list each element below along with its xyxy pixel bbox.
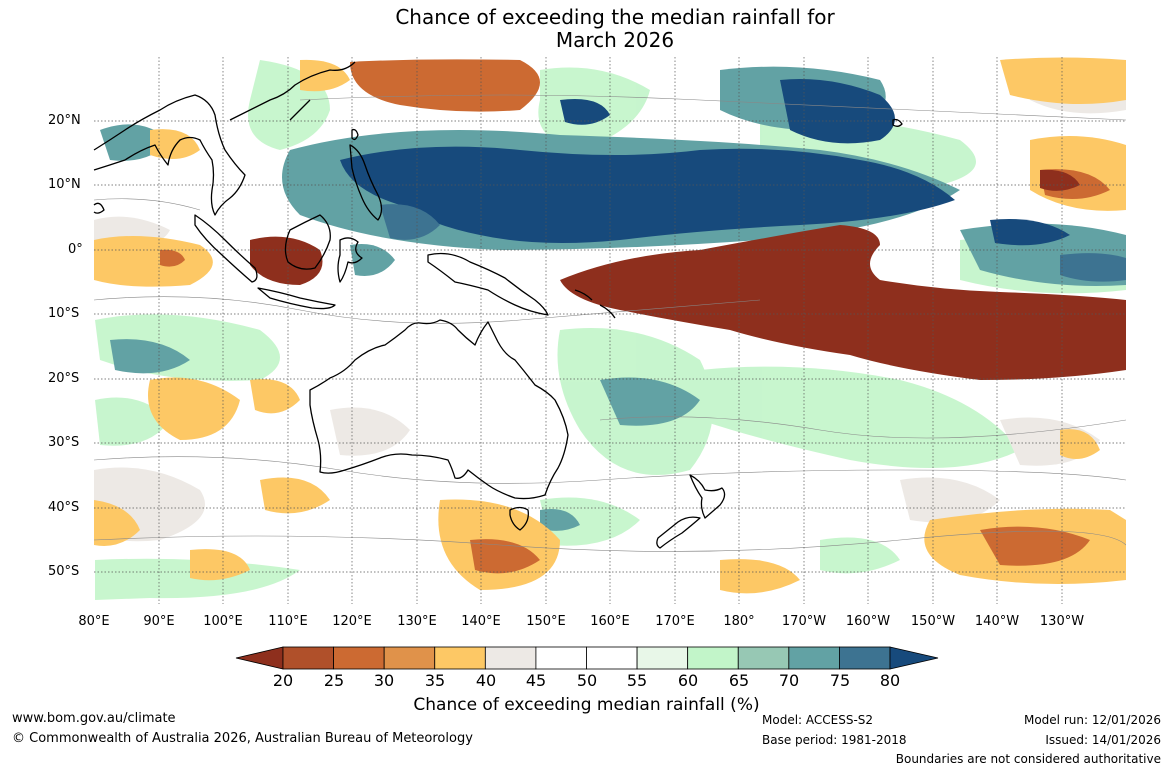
- lon-label: 120°E: [332, 614, 372, 629]
- graticule: [94, 57, 1126, 604]
- lat-label-10s: 10°S: [48, 306, 80, 321]
- philippines-coastline: [349, 144, 383, 221]
- lat-label-20n: 20°N: [48, 113, 81, 128]
- mid-blue-regions: [380, 204, 1126, 282]
- website-link[interactable]: www.bom.gov.au/climate: [12, 711, 176, 726]
- colorbar-segment: [282, 646, 334, 670]
- colorbar-tick: 30: [373, 671, 395, 690]
- chart-title-line2: March 2026: [555, 28, 675, 52]
- hawaii-coastline: [892, 118, 903, 127]
- nz-south-coastline: [656, 516, 701, 549]
- base-period: Base period: 1981-2018: [762, 733, 907, 747]
- lon-label: 90°E: [143, 614, 175, 629]
- colorbar-segment: [737, 646, 790, 670]
- dark-blue-regions: [340, 79, 1070, 246]
- colorbar-tick: 25: [323, 671, 345, 690]
- contour-lines: [94, 94, 1126, 552]
- lon-label: 100°E: [203, 614, 243, 629]
- lon-label: 180°: [723, 614, 755, 629]
- lat-label-30s: 30°S: [48, 435, 80, 450]
- disclaimer: Boundaries are not considered authoritat…: [895, 752, 1161, 766]
- colorbar-tick: 45: [525, 671, 547, 690]
- colorbar-tick: 65: [728, 671, 750, 690]
- taiwan-coastline: [351, 128, 359, 141]
- lon-label: 170°W: [781, 614, 827, 629]
- colorbar-segment: [333, 646, 385, 670]
- colorbar-tick: 55: [626, 671, 648, 690]
- lat-label-20s: 20°S: [48, 371, 80, 386]
- colorbar-segment: [687, 646, 739, 670]
- lon-label: 110°E: [268, 614, 308, 629]
- model-run: Model run: 12/01/2026: [1023, 713, 1161, 727]
- issued-date: Issued: 14/01/2026: [1045, 733, 1161, 747]
- solomons-coastline: [574, 289, 616, 319]
- colorbar-title: Chance of exceeding median rainfall (%): [413, 695, 760, 715]
- lon-label: 170°E: [655, 614, 695, 629]
- lon-label: 150°W: [910, 614, 956, 629]
- borneo-coastline: [284, 214, 331, 270]
- new-guinea-coastline: [427, 252, 549, 316]
- model-label: Model: ACCESS-S2: [762, 713, 874, 727]
- lat-label-0: 0°: [68, 242, 83, 257]
- sulawesi-coastline: [337, 237, 363, 283]
- colorbar-tick: 80: [879, 671, 901, 690]
- australia-coastline: [309, 319, 569, 500]
- lon-label: 160°W: [845, 614, 891, 629]
- colorbar-tick: 40: [475, 671, 497, 690]
- chart-title-line1: Chance of exceeding the median rainfall …: [395, 5, 835, 29]
- copyright: © Commonwealth of Australia 2026, Austra…: [12, 731, 473, 746]
- colorbar-segment: [839, 646, 891, 670]
- dark-brown-regions: [250, 169, 1126, 380]
- colorbar-tick: 60: [677, 671, 699, 690]
- colorbar-tick: 20: [272, 671, 294, 690]
- colorbar-segment: [586, 646, 638, 670]
- colorbar-segment: [484, 646, 537, 670]
- tasmania-coastline: [509, 506, 529, 531]
- lon-label: 130°E: [397, 614, 437, 629]
- colorbar-segment: [636, 646, 689, 670]
- lon-label: 160°E: [590, 614, 630, 629]
- lat-label-50s: 50°S: [48, 564, 80, 579]
- java-coastline: [257, 287, 336, 310]
- colorbar-extend-high: [889, 646, 939, 670]
- colorbar-tick: 35: [424, 671, 446, 690]
- colorbar-extend-low: [235, 646, 284, 670]
- lon-label: 140°W: [974, 614, 1020, 629]
- colorbar-tick: 70: [778, 671, 800, 690]
- lon-label: 130°W: [1039, 614, 1085, 629]
- colorbar-segment: [535, 646, 587, 670]
- colorbar-tick: 75: [829, 671, 851, 690]
- lon-label: 150°E: [526, 614, 566, 629]
- colorbar-segment: [788, 646, 840, 670]
- lon-label: 140°E: [461, 614, 501, 629]
- colorbar-tick: 50: [576, 671, 598, 690]
- nz-north-coastline: [689, 474, 726, 519]
- lon-label: 80°E: [78, 614, 110, 629]
- sumatra-coastline: [194, 214, 258, 283]
- lat-label-10n: 10°N: [48, 177, 81, 192]
- lat-label-40s: 40°S: [48, 500, 80, 515]
- asia-coastline: [93, 94, 246, 216]
- sri-lanka-coastline: [93, 202, 105, 214]
- china-coastline: [229, 61, 356, 121]
- coastlines: [93, 61, 903, 549]
- colorbar-segment: [434, 646, 486, 670]
- colorbar-segment: [383, 646, 436, 670]
